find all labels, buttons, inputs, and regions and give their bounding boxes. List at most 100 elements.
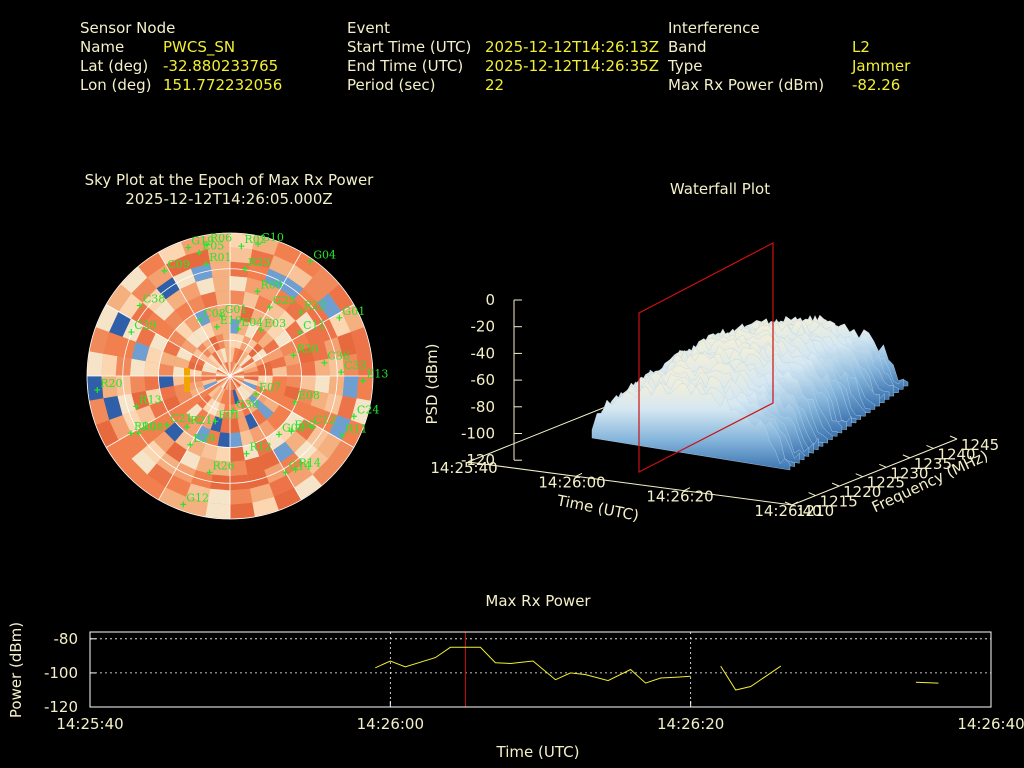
sky-heat-cell xyxy=(201,376,216,381)
satellite-cross xyxy=(339,432,346,439)
sky-heat-cell xyxy=(186,483,211,503)
satellite-cross xyxy=(242,266,249,273)
sky-heat-cell xyxy=(109,415,131,441)
sky-heat-cell xyxy=(230,432,243,448)
sky-heat-cell xyxy=(300,361,316,376)
sky-heat-cell xyxy=(184,419,202,438)
satellite-cross xyxy=(203,261,210,268)
sky-heat-cell xyxy=(202,397,216,414)
waterfall-z-tick-label: -100 xyxy=(461,425,495,443)
waterfall-time-tick xyxy=(467,458,475,463)
sky-heat-cell xyxy=(205,357,219,369)
satellite-marker: R23 xyxy=(242,256,270,273)
sky-heat-cell xyxy=(158,487,186,511)
sky-heat-cell xyxy=(230,376,243,386)
satellite-cross xyxy=(266,304,273,311)
waterfall-freq-tick-label: 1235 xyxy=(914,455,952,473)
satellite-marker: C33 xyxy=(338,359,367,376)
satellite-marker: C11 xyxy=(297,319,325,336)
sky-heat-cell xyxy=(272,376,288,386)
satellite-cross xyxy=(254,288,261,295)
satellite-label: C21 xyxy=(170,412,192,425)
event-period-label: Period (sec) xyxy=(347,76,436,94)
sky-heat-cell xyxy=(179,281,201,302)
sky-heat-cell xyxy=(230,502,255,519)
sky-heat-cell xyxy=(164,310,184,330)
satellite-label: E08 xyxy=(298,389,320,402)
satellite-cross xyxy=(282,469,289,476)
satellite-marker: G04 xyxy=(307,248,336,265)
satellite-cross xyxy=(180,501,187,508)
sky-heat-cell xyxy=(262,339,280,355)
sky-heat-cell xyxy=(192,348,209,362)
sky-heat-cell xyxy=(249,308,266,327)
sky-heat-cell xyxy=(230,488,253,505)
sky-heat-cell xyxy=(230,371,245,376)
satellite-cross xyxy=(307,258,314,265)
sky-heat-cell xyxy=(135,405,156,427)
sensor-lon-label: Lon (deg) xyxy=(80,76,152,94)
max-rx-power-line xyxy=(915,681,939,684)
sky-heat-cell xyxy=(230,376,233,391)
sky-heat-cell xyxy=(158,241,186,265)
event-block: Event Start Time (UTC) 2025-12-12T14:26:1… xyxy=(347,19,659,95)
satellite-cross xyxy=(206,469,213,476)
satellite-cross xyxy=(197,316,204,323)
satellite-cross xyxy=(338,369,345,376)
sky-heat-cell xyxy=(230,376,245,379)
sky-heat-cell xyxy=(215,290,230,306)
satellite-marker: R22 xyxy=(297,299,326,316)
sky-heat-cell xyxy=(194,425,211,444)
sky-heat-cell xyxy=(251,348,268,362)
waterfall-surface xyxy=(591,314,909,471)
sky-heat-cell xyxy=(201,366,217,374)
sky-heat-cell xyxy=(215,388,226,403)
sky-heat-cell xyxy=(252,235,279,256)
sky-heat-cell xyxy=(159,385,177,401)
satellite-marker: E08 xyxy=(291,389,320,406)
satellite-cross xyxy=(336,314,343,321)
sky-heat-cell xyxy=(272,289,295,311)
sky-heat-cell xyxy=(303,277,329,303)
sky-heat-cell xyxy=(237,319,250,336)
satellite-marker: G10 xyxy=(255,231,284,247)
sky-heat-cell xyxy=(244,456,265,475)
satellite-marker: E04 xyxy=(235,316,263,333)
sky-heat-cell xyxy=(294,474,322,500)
sky-heat-cell xyxy=(239,354,252,367)
sky-heat-cell xyxy=(118,433,143,459)
sky-heat-cell xyxy=(285,431,307,453)
satellite-label: G10 xyxy=(261,231,284,244)
sky-heat-cell xyxy=(138,252,166,278)
sky-heat-cell xyxy=(239,305,255,323)
satellite-marker: G30 xyxy=(230,398,259,414)
sky-heat-cell xyxy=(257,332,274,349)
satellite-cross xyxy=(360,377,367,384)
sky-heat-cell xyxy=(158,376,174,389)
sky-heat-cell xyxy=(168,404,187,422)
sky-heat-cell xyxy=(211,387,223,401)
sky-heat-cell xyxy=(87,376,104,401)
sky-heat-cell xyxy=(329,311,351,337)
sky-heat-cell xyxy=(251,408,267,426)
sky-heat-cell xyxy=(273,330,292,348)
waterfall-freq-tick xyxy=(879,463,887,468)
sky-heat-cell xyxy=(227,376,230,391)
sky-heat-cell xyxy=(225,376,230,391)
sky-heat-cell xyxy=(310,390,329,411)
satellite-label: R26 xyxy=(213,459,235,472)
waterfall-freq-tick-label: 1215 xyxy=(820,493,858,511)
sky-heat-cell xyxy=(215,349,226,364)
satellite-cross xyxy=(203,241,210,248)
waterfall-x-label: Time (UTC) xyxy=(555,491,641,525)
sky-heat-cell xyxy=(195,277,216,296)
sky-heat-cell xyxy=(145,346,163,364)
sky-heat-cell xyxy=(207,247,230,264)
sky-heat-cell xyxy=(129,376,146,394)
sky-heat-cell xyxy=(244,371,259,376)
sky-heat-cell xyxy=(237,416,250,433)
satellite-marker: C21 xyxy=(164,412,193,428)
sky-heat-cell xyxy=(200,443,218,461)
sky-heat-cell xyxy=(165,441,188,463)
sky-heat-cell xyxy=(205,429,221,447)
